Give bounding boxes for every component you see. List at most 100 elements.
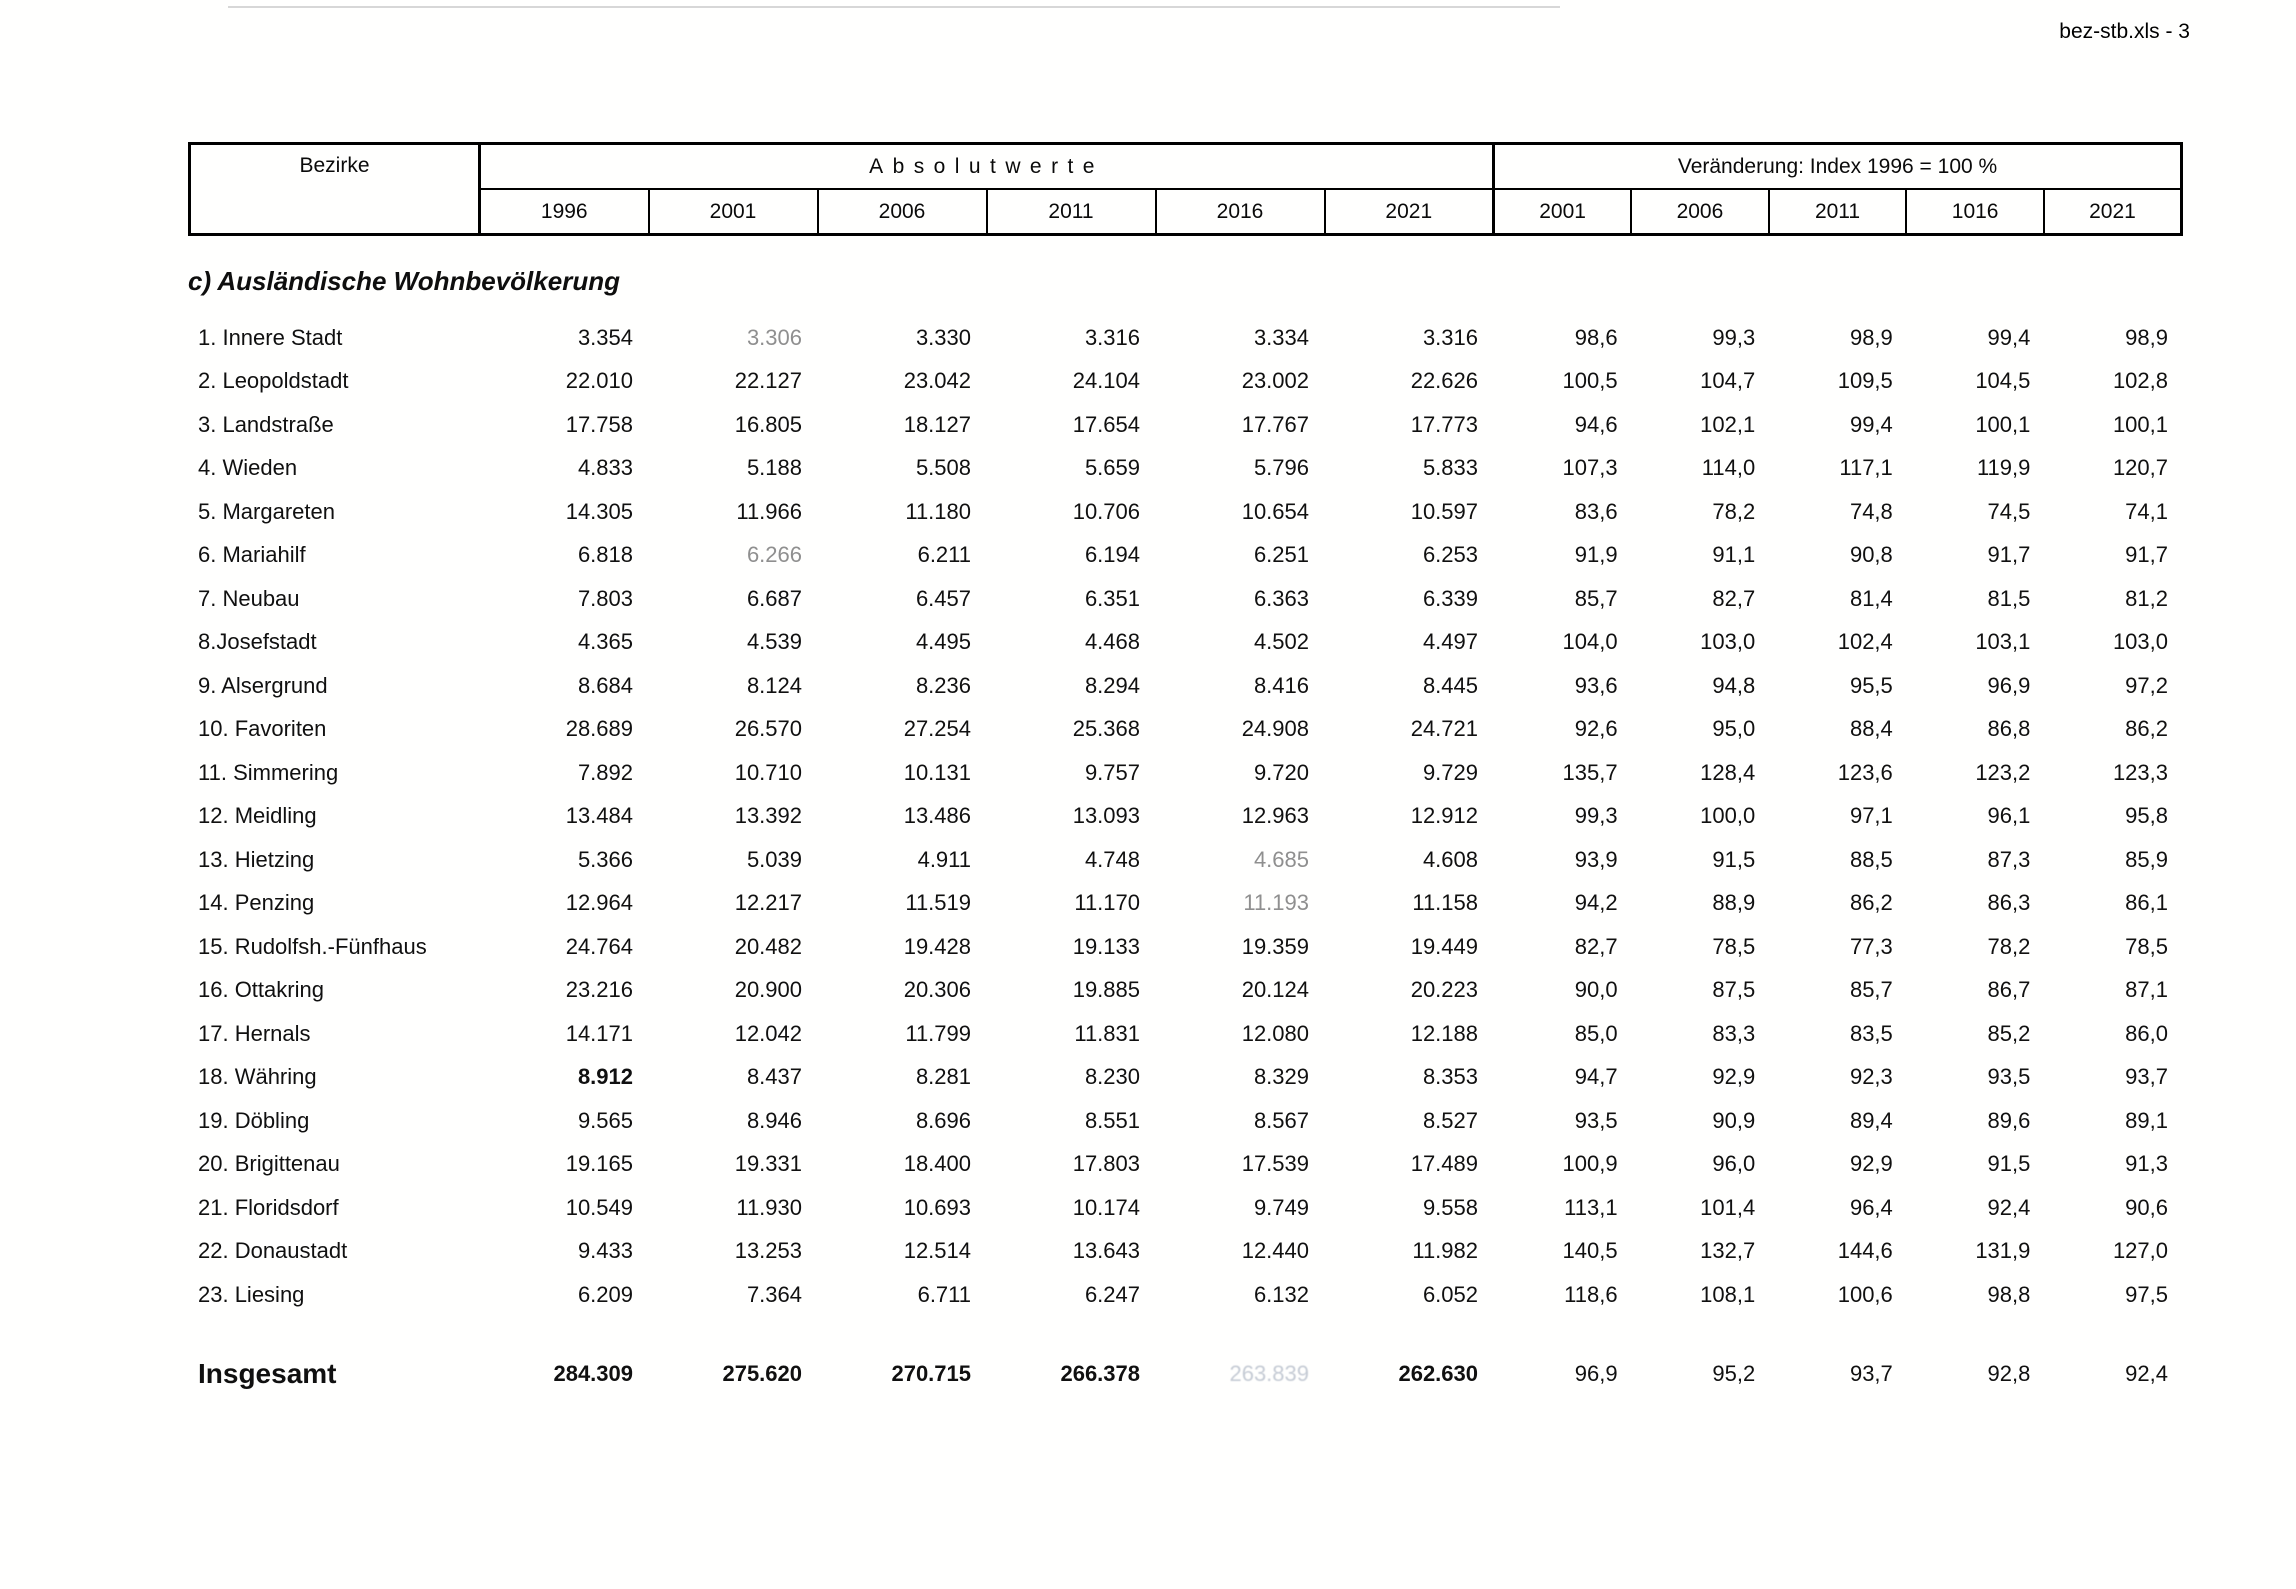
idx-value: 114,0 — [1701, 455, 1756, 481]
page-reference: bez-stb.xls - 3 — [2059, 20, 2190, 43]
table-row: 17. Hernals 14.171 12.042 11.799 11.831 12.08… — [188, 1012, 2180, 1056]
abs-value: 10.174 — [1072, 1194, 1140, 1220]
district-name: 11. Simmering — [198, 759, 339, 785]
idx-value: 94,7 — [1574, 1064, 1618, 1090]
idx-value: 103,1 — [1975, 629, 2031, 655]
abs-value: 13.253 — [734, 1238, 802, 1264]
table-header: Bezirke Absolutwerte Veränderung: Index … — [188, 142, 2184, 236]
col-header-idx-2001: 2001 — [1493, 189, 1633, 235]
abs-value: 27.254 — [903, 716, 971, 742]
total-label: Insgesamt — [198, 1358, 337, 1389]
abs-value: 8.281 — [915, 1064, 971, 1090]
idx-value: 89,6 — [1987, 1107, 2031, 1133]
idx-value: 94,6 — [1574, 411, 1618, 437]
idx-value: 78,2 — [1712, 498, 1756, 524]
abs-value: 3.306 — [746, 324, 802, 350]
col-header-abs-2001: 2001 — [648, 189, 819, 235]
abs-value: 24.104 — [1072, 368, 1140, 394]
idx-value: 104,5 — [1975, 368, 2031, 394]
abs-value: 6.266 — [746, 542, 802, 568]
idx-value: 127,0 — [2112, 1238, 2168, 1264]
col-header-idx-2021: 2021 — [2089, 199, 2136, 223]
idx-value: 104,0 — [1562, 629, 1618, 655]
idx-value: 81,4 — [1849, 585, 1893, 611]
abs-value: 4.833 — [577, 455, 633, 481]
table-row: 9. Alsergrund 8.684 8.124 8.236 8.294 8.416 8.… — [188, 664, 2180, 708]
idx-value: 99,3 — [1574, 803, 1618, 829]
col-header-bezirke: Bezirke — [189, 143, 481, 235]
abs-value: 10.549 — [565, 1194, 633, 1220]
table-row: 14. Penzing 12.964 12.217 11.519 11.170 11.19… — [188, 882, 2180, 926]
idx-value: 100,5 — [1562, 368, 1618, 394]
idx-value: 96,9 — [1574, 1361, 1618, 1386]
idx-value: 96,9 — [1987, 672, 2031, 698]
abs-value: 19.359 — [1241, 933, 1309, 959]
abs-value: 4.539 — [746, 629, 802, 655]
idx-value: 88,4 — [1849, 716, 1893, 742]
idx-value: 92,9 — [1849, 1151, 1893, 1177]
idx-value: 109,5 — [1837, 368, 1893, 394]
idx-value: 91,7 — [1987, 542, 2031, 568]
abs-value: 17.539 — [1241, 1151, 1309, 1177]
idx-value: 94,2 — [1574, 890, 1618, 916]
idx-value: 87,1 — [2125, 977, 2168, 1003]
col-header-abs-2011: 2011 — [986, 189, 1157, 235]
abs-value: 3.354 — [577, 324, 633, 350]
idx-value: 98,8 — [1987, 1281, 2031, 1307]
abs-value: 17.773 — [1410, 411, 1478, 437]
abs-value: 4.911 — [917, 846, 971, 872]
abs-value: 12.042 — [734, 1020, 802, 1046]
abs-value: 17.803 — [1072, 1151, 1140, 1177]
idx-value: 90,9 — [1712, 1107, 1756, 1133]
table-row: 12. Meidling 13.484 13.392 13.486 13.093 12.9… — [188, 795, 2180, 839]
idx-value: 82,7 — [1574, 933, 1618, 959]
idx-value: 85,0 — [1574, 1020, 1618, 1046]
abs-value: 9.757 — [1084, 759, 1140, 785]
table-row: 2. Leopoldstadt 22.010 22.127 23.042 24.104 2… — [188, 360, 2180, 404]
district-name: 12. Meidling — [198, 803, 317, 829]
abs-value: 6.209 — [577, 1281, 633, 1307]
idx-value: 92,8 — [1987, 1361, 2031, 1386]
idx-value: 92,9 — [1712, 1064, 1756, 1090]
idx-value: 131,9 — [1975, 1238, 2031, 1264]
idx-value: 117,1 — [1839, 455, 1893, 481]
col-group-veraenderung: Veränderung: Index 1996 = 100 % — [1493, 143, 2182, 190]
idx-value: 82,7 — [1712, 585, 1756, 611]
idx-value: 128,4 — [1700, 759, 1756, 785]
district-name: 23. Liesing — [198, 1281, 305, 1307]
idx-value: 74,8 — [1849, 498, 1893, 524]
idx-value: 100,1 — [2112, 411, 2168, 437]
abs-value: 5.188 — [746, 455, 802, 481]
abs-value: 13.093 — [1072, 803, 1140, 829]
idx-value: 78,5 — [2125, 933, 2168, 959]
idx-value: 91,7 — [2125, 542, 2168, 568]
abs-value: 13.643 — [1072, 1238, 1140, 1264]
abs-value: 28.689 — [565, 716, 633, 742]
idx-value: 74,5 — [1987, 498, 2031, 524]
abs-value: 18.400 — [903, 1151, 971, 1177]
abs-value: 275.620 — [722, 1361, 802, 1386]
abs-value: 6.339 — [1422, 585, 1478, 611]
header-year-row: 1996 2001 2006 2011 2016 2021 2001 2006 … — [190, 189, 2182, 235]
abs-value: 11.982 — [1412, 1238, 1478, 1264]
idx-value: 95,0 — [1712, 716, 1756, 742]
idx-value: 123,3 — [2112, 759, 2168, 785]
idx-value: 95,2 — [1712, 1361, 1756, 1386]
abs-value: 9.433 — [577, 1238, 633, 1264]
idx-value: 98,9 — [1849, 324, 1893, 350]
idx-value: 92,6 — [1574, 716, 1618, 742]
idx-value: 99,4 — [1987, 324, 2031, 350]
idx-value: 103,0 — [1700, 629, 1756, 655]
abs-value: 24.721 — [1410, 716, 1478, 742]
idx-value: 94,8 — [1712, 672, 1756, 698]
district-name: 2. Leopoldstadt — [198, 368, 349, 394]
idx-value: 77,3 — [1849, 933, 1893, 959]
abs-value: 8.236 — [915, 672, 971, 698]
district-name: 5. Margareten — [198, 498, 335, 524]
idx-value: 91,5 — [1987, 1151, 2031, 1177]
idx-value: 90,6 — [2125, 1194, 2168, 1220]
abs-value: 22.127 — [734, 368, 802, 394]
abs-value: 7.803 — [577, 585, 633, 611]
idx-value: 96,0 — [1712, 1151, 1756, 1177]
district-name: 14. Penzing — [198, 890, 315, 916]
